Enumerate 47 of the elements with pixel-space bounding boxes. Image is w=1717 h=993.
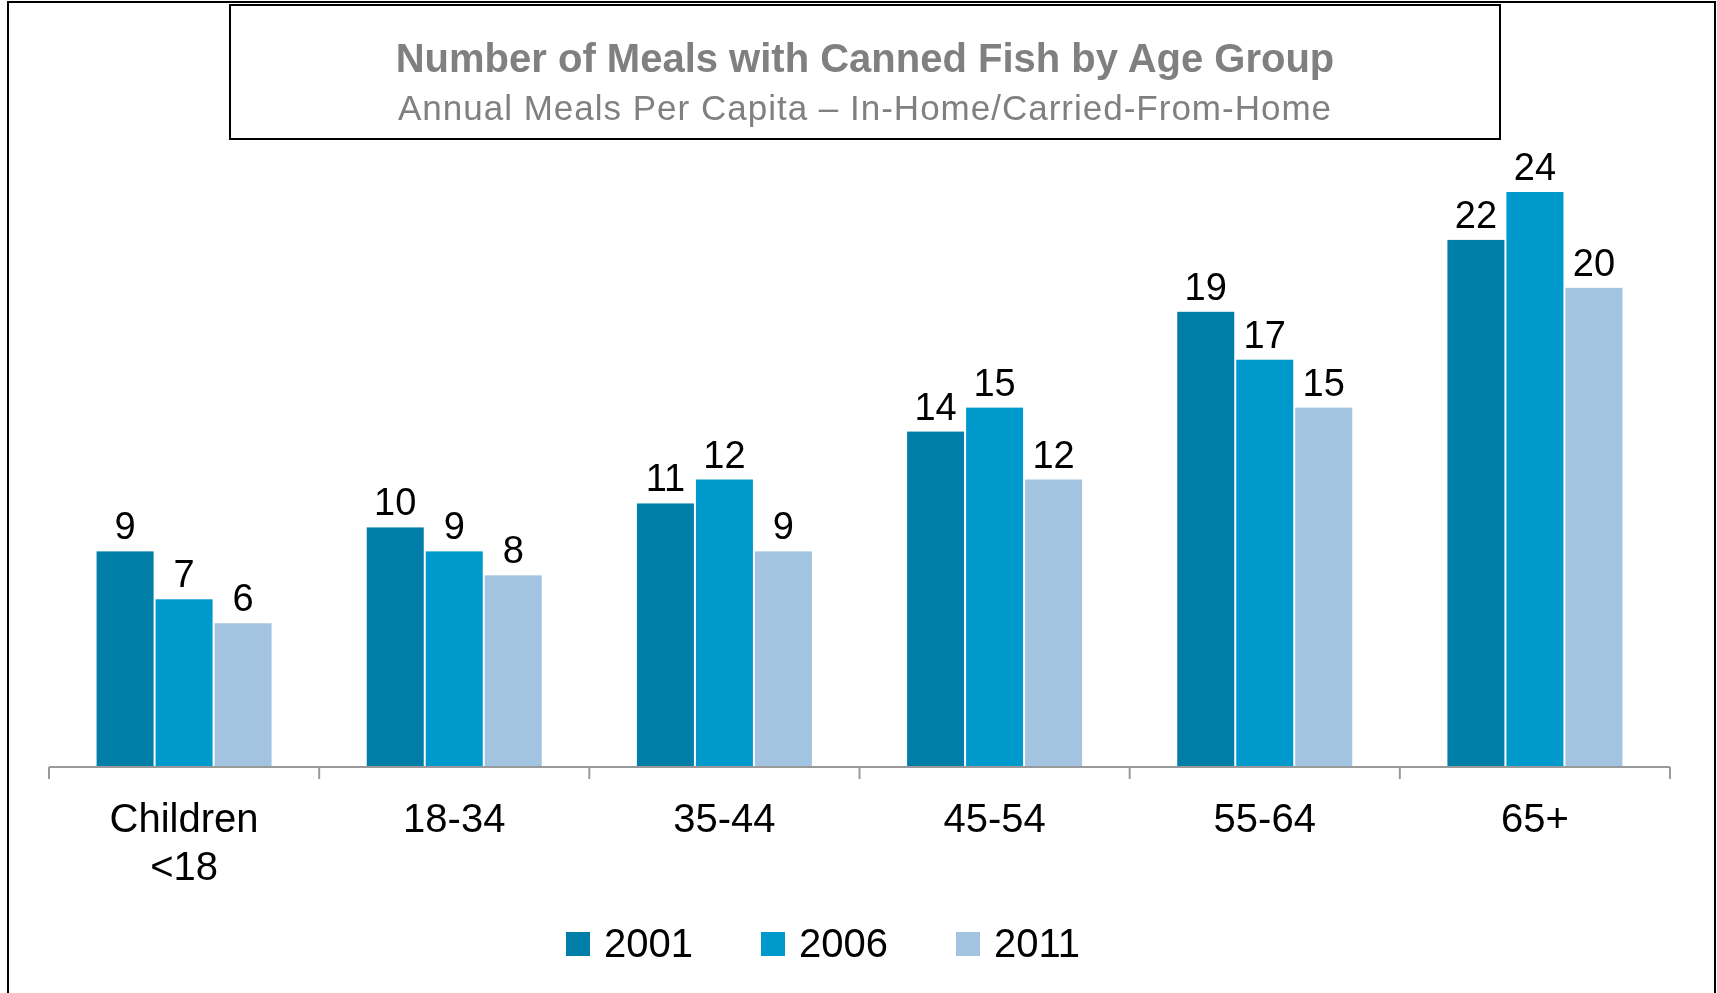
bar bbox=[754, 551, 812, 767]
bar bbox=[1177, 311, 1235, 767]
x-tick-label: 45-54 bbox=[943, 796, 1046, 840]
data-label: 11 bbox=[645, 457, 686, 500]
data-label: 14 bbox=[914, 385, 957, 428]
legend-label: 2001 bbox=[604, 921, 693, 965]
x-tick-label: 18-34 bbox=[403, 796, 506, 840]
data-label: 12 bbox=[703, 433, 746, 476]
data-label: 7 bbox=[173, 553, 195, 596]
bar bbox=[1565, 287, 1623, 767]
x-tick-label: 35-44 bbox=[673, 796, 776, 840]
data-label: 22 bbox=[1454, 193, 1498, 236]
bar bbox=[155, 599, 213, 767]
data-label: 17 bbox=[1243, 313, 1286, 356]
data-label: 8 bbox=[502, 529, 524, 572]
data-label: 9 bbox=[443, 505, 465, 548]
bar bbox=[1447, 239, 1505, 767]
data-label: 19 bbox=[1184, 265, 1227, 308]
data-label: 20 bbox=[1572, 241, 1616, 284]
x-tick-label: 55-64 bbox=[1213, 796, 1316, 840]
data-label: 6 bbox=[232, 577, 254, 620]
data-label: 9 bbox=[772, 505, 794, 548]
data-label: 15 bbox=[1302, 361, 1345, 404]
x-tick-label: 65+ bbox=[1500, 796, 1569, 840]
bar bbox=[966, 407, 1024, 767]
bar bbox=[1295, 407, 1353, 767]
data-label: 9 bbox=[114, 505, 136, 548]
bar bbox=[1506, 192, 1564, 767]
bar bbox=[1236, 359, 1294, 767]
bar bbox=[366, 527, 424, 767]
bar bbox=[636, 503, 694, 767]
data-label: 15 bbox=[973, 361, 1016, 404]
bar bbox=[484, 575, 542, 767]
data-label: 24 bbox=[1513, 146, 1557, 188]
chart-title: Number of Meals with Canned Fish by Age Group bbox=[395, 36, 1335, 80]
bar bbox=[425, 551, 483, 767]
bar bbox=[695, 479, 753, 767]
bar bbox=[1025, 479, 1083, 767]
x-tick-label: Children <18 bbox=[109, 796, 259, 888]
chart-subtitle: Annual Meals Per Capita – In-Home/Carried-From-Home bbox=[397, 88, 1333, 127]
data-label: 12 bbox=[1032, 433, 1075, 476]
legend-label: 2006 bbox=[799, 921, 888, 965]
bar bbox=[907, 431, 965, 767]
bar bbox=[214, 623, 272, 767]
data-label: 10 bbox=[374, 481, 417, 524]
legend-label: 2011 bbox=[994, 921, 1081, 965]
bar bbox=[96, 551, 154, 767]
